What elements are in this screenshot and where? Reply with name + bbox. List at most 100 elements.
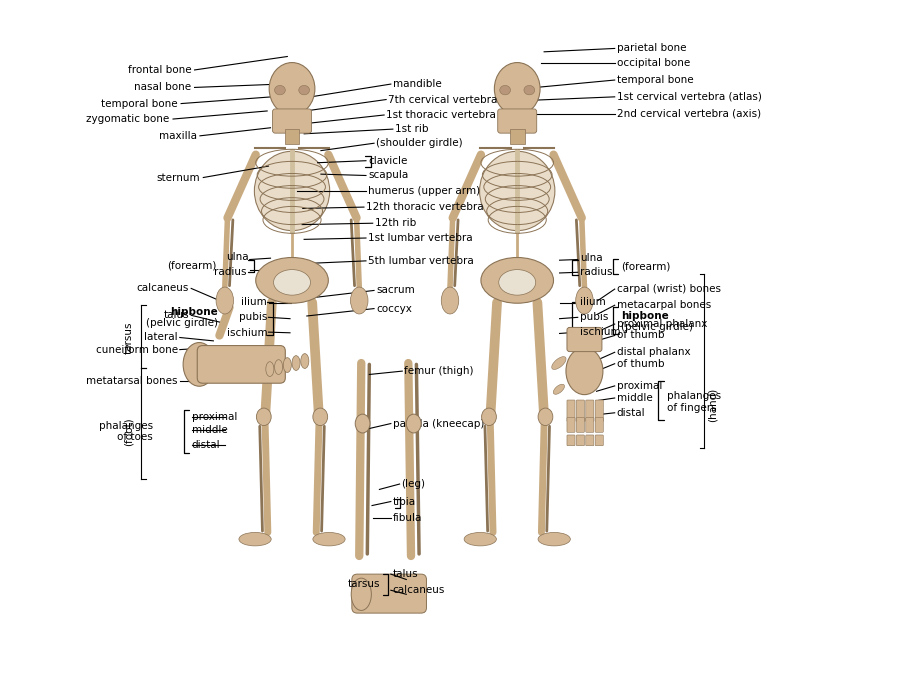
Ellipse shape (274, 360, 283, 375)
FancyBboxPatch shape (576, 418, 584, 432)
FancyBboxPatch shape (273, 109, 311, 133)
Ellipse shape (274, 269, 310, 295)
Text: metatarsal bones: metatarsal bones (86, 376, 178, 386)
FancyBboxPatch shape (567, 400, 575, 421)
Ellipse shape (255, 151, 329, 231)
Text: 7th cervical vertebra: 7th cervical vertebra (388, 95, 498, 105)
Ellipse shape (538, 533, 571, 546)
Text: (hand): (hand) (707, 387, 717, 422)
Text: temporal bone: temporal bone (616, 75, 693, 85)
Text: 1st lumbar vertebra: 1st lumbar vertebra (368, 233, 472, 243)
Text: of thumb: of thumb (616, 331, 664, 340)
Text: sacrum: sacrum (376, 286, 415, 296)
Text: coccyx: coccyx (376, 304, 412, 314)
Text: (forearm): (forearm) (621, 261, 670, 271)
Text: maxilla: maxilla (158, 131, 196, 141)
Ellipse shape (552, 356, 566, 369)
Ellipse shape (464, 533, 497, 546)
Text: 12th thoracic vertebra: 12th thoracic vertebra (366, 202, 483, 212)
Ellipse shape (500, 86, 510, 94)
FancyBboxPatch shape (576, 435, 584, 446)
Text: carpal (wrist) bones: carpal (wrist) bones (616, 284, 721, 294)
Text: hipbone: hipbone (170, 307, 218, 317)
Text: patella (kneecap): patella (kneecap) (393, 418, 484, 429)
Text: nasal bone: nasal bone (134, 82, 191, 92)
Text: metacarpal bones: metacarpal bones (616, 300, 711, 310)
FancyBboxPatch shape (595, 418, 603, 432)
Ellipse shape (274, 86, 285, 94)
FancyBboxPatch shape (567, 435, 575, 446)
Text: proximal: proximal (616, 381, 662, 391)
Ellipse shape (494, 63, 540, 115)
Text: of fingers: of fingers (667, 403, 716, 413)
Text: 1st rib: 1st rib (395, 124, 428, 134)
Text: cuneiform bone: cuneiform bone (95, 345, 178, 354)
Ellipse shape (256, 257, 328, 303)
Text: distal: distal (616, 408, 645, 418)
Ellipse shape (313, 408, 328, 425)
Text: radius: radius (580, 267, 612, 277)
Text: temporal bone: temporal bone (101, 99, 178, 109)
Text: parietal bone: parietal bone (616, 43, 686, 53)
Ellipse shape (524, 86, 535, 94)
Ellipse shape (269, 63, 315, 115)
Text: humerus (upper arm): humerus (upper arm) (368, 186, 480, 196)
Text: middle: middle (616, 393, 652, 403)
Text: clavicle: clavicle (368, 156, 408, 165)
Text: sternum: sternum (157, 173, 200, 182)
Text: (pelvic girdle): (pelvic girdle) (146, 318, 218, 327)
FancyBboxPatch shape (352, 574, 427, 613)
Ellipse shape (356, 414, 370, 433)
Text: mandible: mandible (393, 79, 442, 89)
FancyBboxPatch shape (284, 129, 300, 144)
Text: 5th lumbar vertebra: 5th lumbar vertebra (368, 256, 473, 266)
Text: calcaneus: calcaneus (393, 585, 446, 595)
Text: hipbone: hipbone (621, 311, 670, 321)
Text: distal phalanx: distal phalanx (616, 348, 690, 357)
Ellipse shape (481, 257, 554, 303)
Text: femur (thigh): femur (thigh) (404, 366, 473, 376)
FancyBboxPatch shape (567, 418, 575, 432)
Ellipse shape (216, 287, 233, 314)
Text: talus: talus (393, 569, 419, 579)
Text: of toes: of toes (117, 432, 153, 442)
Ellipse shape (183, 342, 215, 386)
Ellipse shape (480, 151, 555, 231)
Text: (foot): (foot) (123, 417, 134, 446)
Text: (forearm): (forearm) (166, 261, 216, 271)
Text: ischium: ischium (227, 328, 267, 338)
Text: scapula: scapula (368, 171, 409, 180)
FancyBboxPatch shape (595, 400, 603, 421)
Text: phalanges: phalanges (667, 391, 721, 401)
Text: 2nd cervical vertebra (axis): 2nd cervical vertebra (axis) (616, 109, 760, 119)
Ellipse shape (313, 533, 345, 546)
Text: lateral: lateral (144, 333, 178, 342)
Text: 1st thoracic vertebra: 1st thoracic vertebra (386, 110, 496, 120)
Ellipse shape (406, 414, 421, 433)
Ellipse shape (350, 287, 368, 314)
Text: ulna: ulna (580, 253, 602, 263)
Text: ilium: ilium (241, 297, 267, 307)
FancyBboxPatch shape (197, 346, 285, 383)
Ellipse shape (554, 384, 564, 394)
Ellipse shape (238, 533, 271, 546)
Text: occipital bone: occipital bone (616, 58, 690, 68)
Ellipse shape (566, 348, 603, 395)
Text: radius: radius (214, 267, 247, 277)
Text: proximal: proximal (192, 412, 238, 422)
Text: 1st cervical vertebra (atlas): 1st cervical vertebra (atlas) (616, 92, 761, 102)
Text: tibia: tibia (393, 497, 416, 506)
FancyBboxPatch shape (586, 418, 594, 432)
Ellipse shape (499, 269, 536, 295)
Ellipse shape (266, 362, 274, 377)
Text: pubis: pubis (238, 313, 267, 323)
Text: ischium: ischium (580, 327, 620, 337)
Text: zygomatic bone: zygomatic bone (86, 114, 170, 124)
FancyBboxPatch shape (586, 400, 594, 421)
Ellipse shape (284, 358, 292, 373)
Ellipse shape (441, 287, 459, 314)
Text: (shoulder girdle): (shoulder girdle) (376, 138, 463, 148)
Text: tarsus: tarsus (123, 321, 134, 354)
Ellipse shape (351, 578, 372, 610)
Text: of thumb: of thumb (616, 358, 664, 369)
